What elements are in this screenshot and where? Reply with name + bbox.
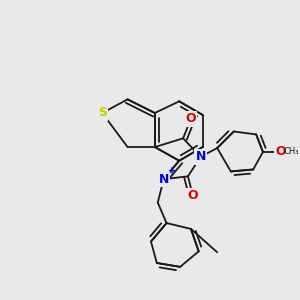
- Text: O: O: [275, 146, 286, 158]
- Text: N: N: [195, 150, 206, 163]
- Text: CH₃: CH₃: [284, 147, 299, 156]
- Text: S: S: [98, 106, 107, 119]
- Text: O: O: [188, 189, 198, 202]
- Text: O: O: [186, 112, 196, 125]
- Text: N: N: [158, 173, 169, 186]
- Text: +: +: [168, 167, 176, 176]
